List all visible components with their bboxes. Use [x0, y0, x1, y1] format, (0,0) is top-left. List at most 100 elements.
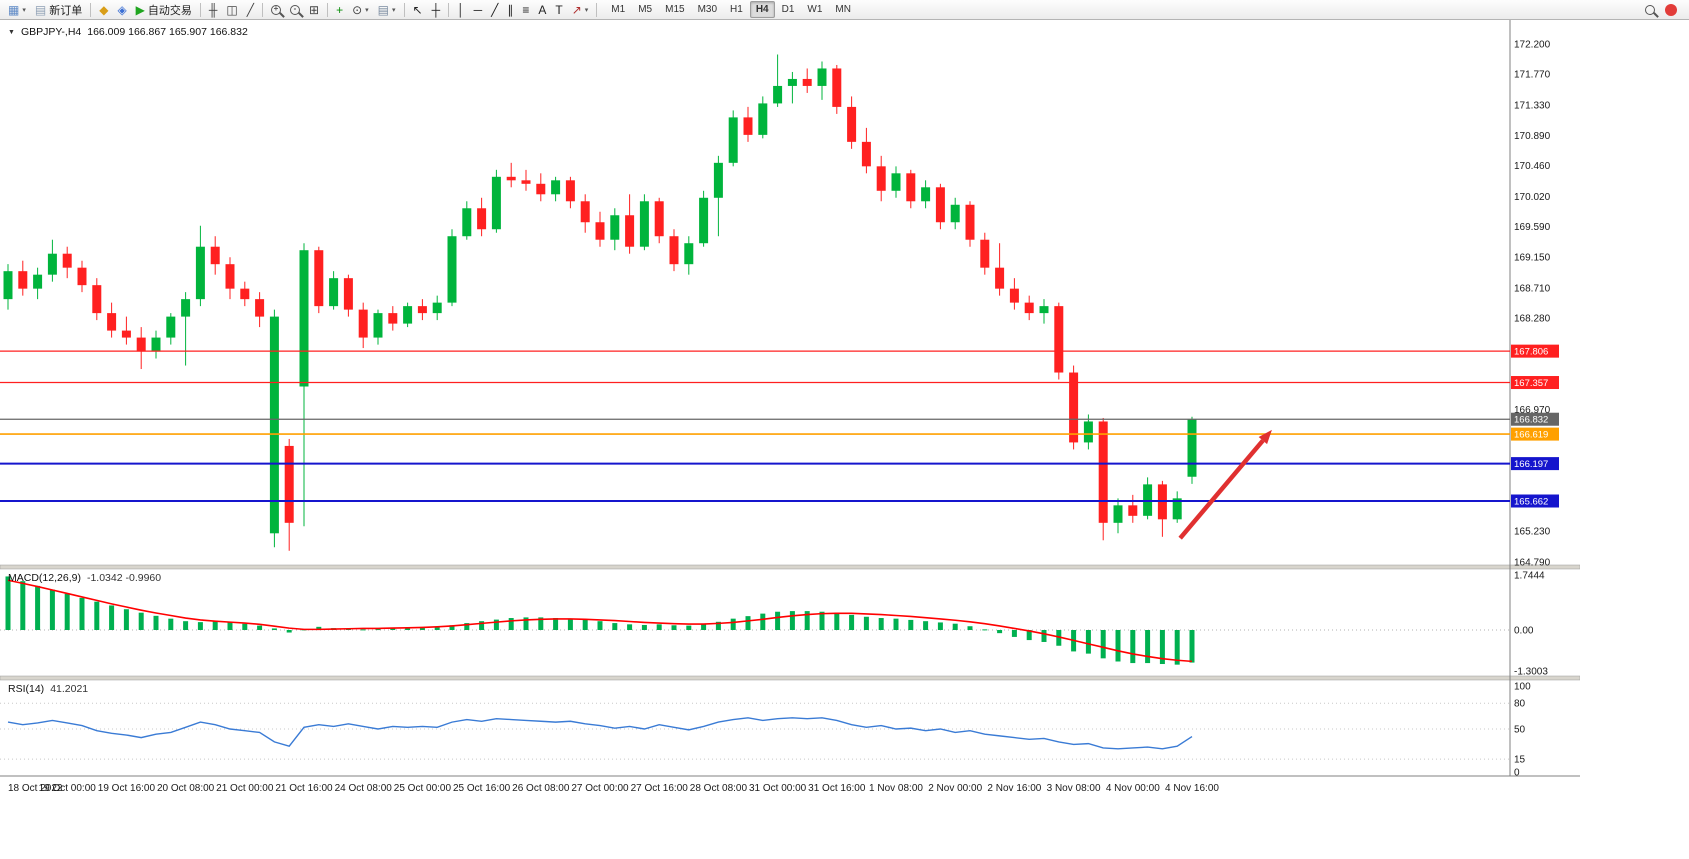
- panel-divider[interactable]: [0, 675, 1580, 681]
- fibonacci-button[interactable]: ≡: [518, 1, 533, 19]
- new-order-icon: ▤: [34, 2, 47, 17]
- trendline-button[interactable]: ╱: [487, 1, 502, 19]
- chart-canvas[interactable]: 167.806 167.357 166.832 166.619 166.197 165.6…: [0, 20, 1580, 800]
- zoom-in-button[interactable]: +: [267, 1, 285, 19]
- rsi-label: RSI(14): [8, 683, 45, 695]
- macd-histogram-bar: [878, 618, 884, 630]
- periods-button[interactable]: ⊙ ▾: [348, 1, 373, 19]
- candlestick-chart-button[interactable]: ◫: [222, 1, 241, 19]
- crosshair-button[interactable]: ┼: [428, 1, 445, 19]
- price-axis-label: 170.890: [1514, 131, 1551, 142]
- zoom-sign: -: [293, 3, 297, 13]
- bullish-candle: [758, 103, 768, 135]
- bullish-candle: [787, 78, 797, 86]
- bearish-candle: [565, 180, 575, 202]
- toolbar-separator: [403, 2, 405, 17]
- price-axis-label: 170.020: [1514, 192, 1551, 203]
- bearish-candle: [861, 141, 871, 167]
- bearish-candle: [225, 264, 235, 289]
- indicators-button[interactable]: +: [332, 1, 347, 19]
- tile-windows-button[interactable]: ⊞: [305, 1, 323, 19]
- bearish-candle: [18, 271, 28, 289]
- macd-histogram-bar: [405, 628, 411, 630]
- zoom-out-button[interactable]: -: [286, 1, 304, 19]
- price-level-badge-text: 166.619: [1514, 430, 1548, 441]
- text-button[interactable]: A: [534, 1, 550, 19]
- navigator-button[interactable]: ◈: [113, 1, 130, 19]
- notification-badge[interactable]: [1665, 3, 1677, 16]
- channel-button[interactable]: ∥: [503, 1, 517, 19]
- line-chart-button[interactable]: ╱: [243, 1, 258, 19]
- bullish-candle: [551, 180, 561, 195]
- bearish-candle: [906, 173, 916, 202]
- macd-values: -1.0342 -0.9960: [86, 572, 162, 584]
- bullish-candle: [684, 243, 694, 265]
- timeframe-m15-button[interactable]: M15: [665, 4, 685, 15]
- macd-histogram-bar: [183, 621, 189, 630]
- new-chart-button[interactable]: ▦ ▾: [4, 1, 30, 19]
- macd-axis-label: 0.00: [1514, 626, 1534, 637]
- timeframe-mn-button[interactable]: MN: [835, 4, 851, 15]
- time-axis-label: 18 Oct 2022: [8, 783, 63, 794]
- tile-windows-icon: ⊞: [309, 2, 320, 17]
- timeframe-m1-button[interactable]: M1: [611, 4, 626, 15]
- bearish-candle: [625, 215, 635, 247]
- rsi-value: 41.2021: [50, 683, 89, 695]
- chevron-down-icon: ▾: [365, 6, 369, 14]
- macd-histogram-bar: [612, 623, 618, 630]
- price-axis-label: 171.770: [1514, 70, 1551, 81]
- timeframe-h4-button[interactable]: H4: [749, 1, 775, 18]
- macd-histogram-bar: [553, 618, 559, 630]
- new-order-button[interactable]: ▤ 新订单: [31, 1, 86, 19]
- collapse-chart-icon[interactable]: ▼: [8, 28, 15, 36]
- bearish-candle: [1069, 372, 1079, 443]
- bearish-candle: [388, 313, 398, 324]
- autotrading-button[interactable]: ▶ 自动交易: [132, 1, 196, 19]
- arrows-button[interactable]: ↗ ▾: [568, 1, 593, 19]
- macd-histogram-bar: [1159, 630, 1165, 665]
- label-icon: T: [555, 2, 563, 17]
- bullish-candle: [1187, 419, 1197, 477]
- bullish-candle: [299, 250, 309, 387]
- macd-histogram-bar: [582, 619, 588, 630]
- vertical-line-button[interactable]: │: [453, 1, 469, 19]
- cursor-button[interactable]: ↖: [409, 1, 427, 19]
- market-watch-button[interactable]: ◆: [95, 1, 112, 19]
- macd-histogram-bar: [730, 618, 736, 630]
- price-axis-label: 172.200: [1514, 40, 1551, 51]
- time-axis-label: 31 Oct 00:00: [749, 783, 807, 794]
- label-button[interactable]: T: [551, 1, 566, 19]
- panel-divider[interactable]: [0, 564, 1580, 570]
- macd-histogram-bar: [64, 593, 70, 630]
- timeframe-w1-button[interactable]: W1: [807, 4, 823, 15]
- fibonacci-icon: ≡: [522, 2, 530, 17]
- vertical-line-icon: │: [457, 2, 465, 17]
- rsi-axis-label: 80: [1514, 699, 1526, 710]
- bullish-candle: [1039, 306, 1049, 314]
- macd-histogram-bar: [745, 616, 751, 630]
- macd-histogram-bar: [819, 611, 825, 630]
- time-axis-label: 20 Oct 08:00: [157, 783, 215, 794]
- trend-arrow[interactable]: [1178, 429, 1272, 540]
- bearish-candle: [62, 253, 72, 268]
- bearish-candle: [536, 183, 546, 195]
- bullish-candle: [610, 215, 620, 240]
- horizontal-line-button[interactable]: ─: [470, 1, 487, 19]
- timeframe-h1-button[interactable]: H1: [730, 4, 743, 15]
- bearish-candle: [343, 278, 353, 310]
- navigator-icon: ◈: [117, 2, 127, 17]
- search-button[interactable]: [1641, 1, 1659, 19]
- candles-layer: [3, 54, 1197, 551]
- macd-label: MACD(12,26,9): [8, 572, 81, 584]
- bullish-candle: [462, 208, 472, 237]
- price-level-badge: [1511, 457, 1559, 471]
- timeframe-d1-button[interactable]: D1: [781, 4, 795, 15]
- bar-chart-button[interactable]: ╫: [205, 1, 222, 19]
- timeframe-m5-button[interactable]: M5: [638, 4, 653, 15]
- timeframe-m30-button[interactable]: M30: [697, 4, 718, 15]
- bullish-candle: [817, 68, 827, 86]
- macd-histogram-bar: [775, 611, 781, 630]
- templates-button[interactable]: ▤ ▾: [374, 1, 400, 19]
- macd-axis-label: -1.3003: [1514, 666, 1548, 677]
